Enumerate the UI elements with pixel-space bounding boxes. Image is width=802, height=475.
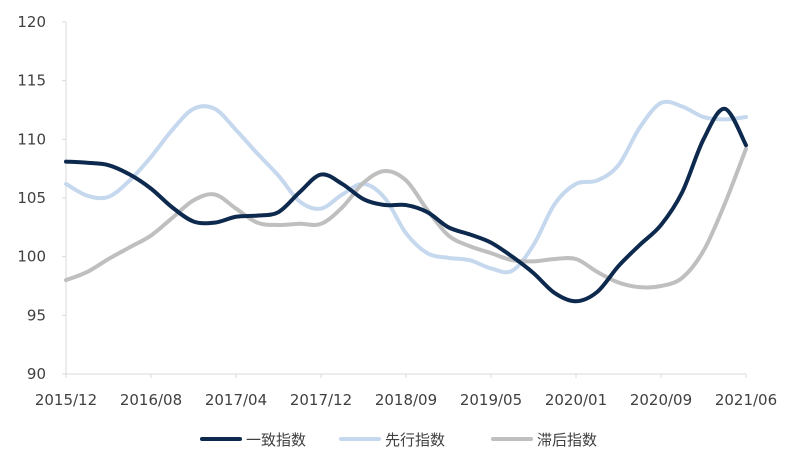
lagging-index-line xyxy=(64,146,748,290)
y-tick-label: 105 xyxy=(17,189,46,207)
x-tick-label: 2020/01 xyxy=(545,391,607,409)
y-tick-label: 120 xyxy=(17,13,46,31)
y-tick-labels: 90 95 100 105 110 115 120 xyxy=(17,13,46,383)
legend-label: 一致指数 xyxy=(246,431,306,449)
legend-coincident-index: 一致指数 xyxy=(200,431,306,449)
legend-leading-index: 先行指数 xyxy=(339,431,445,449)
y-tick-label: 110 xyxy=(17,130,46,148)
y-tick-label: 90 xyxy=(27,365,46,383)
y-tick-label: 115 xyxy=(17,72,46,90)
y-tick-label: 95 xyxy=(27,306,46,324)
x-tick-label: 2017/12 xyxy=(290,391,352,409)
legend: 一致指数 先行指数 滞后指数 xyxy=(200,431,597,449)
legend-label: 滞后指数 xyxy=(537,431,597,449)
x-tick-label: 2018/09 xyxy=(375,391,437,409)
x-tick-label: 2015/12 xyxy=(35,391,97,409)
x-tick-label: 2019/05 xyxy=(460,391,522,409)
legend-lagging-index: 滞后指数 xyxy=(491,431,597,449)
legend-label: 先行指数 xyxy=(385,431,445,449)
x-tick-label: 2020/09 xyxy=(630,391,692,409)
series-lines xyxy=(64,99,748,304)
x-tick-labels: 2015/12 2016/08 2017/04 2017/12 2018/09 2019/… xyxy=(35,391,777,409)
x-tick-label: 2016/08 xyxy=(120,391,182,409)
coincident-index-line xyxy=(64,106,748,304)
leading-index-line xyxy=(64,99,748,275)
x-tick-label: 2021/06 xyxy=(715,391,777,409)
x-tick-label: 2017/04 xyxy=(205,391,267,409)
y-tick-label: 100 xyxy=(17,248,46,266)
axes xyxy=(62,21,747,378)
